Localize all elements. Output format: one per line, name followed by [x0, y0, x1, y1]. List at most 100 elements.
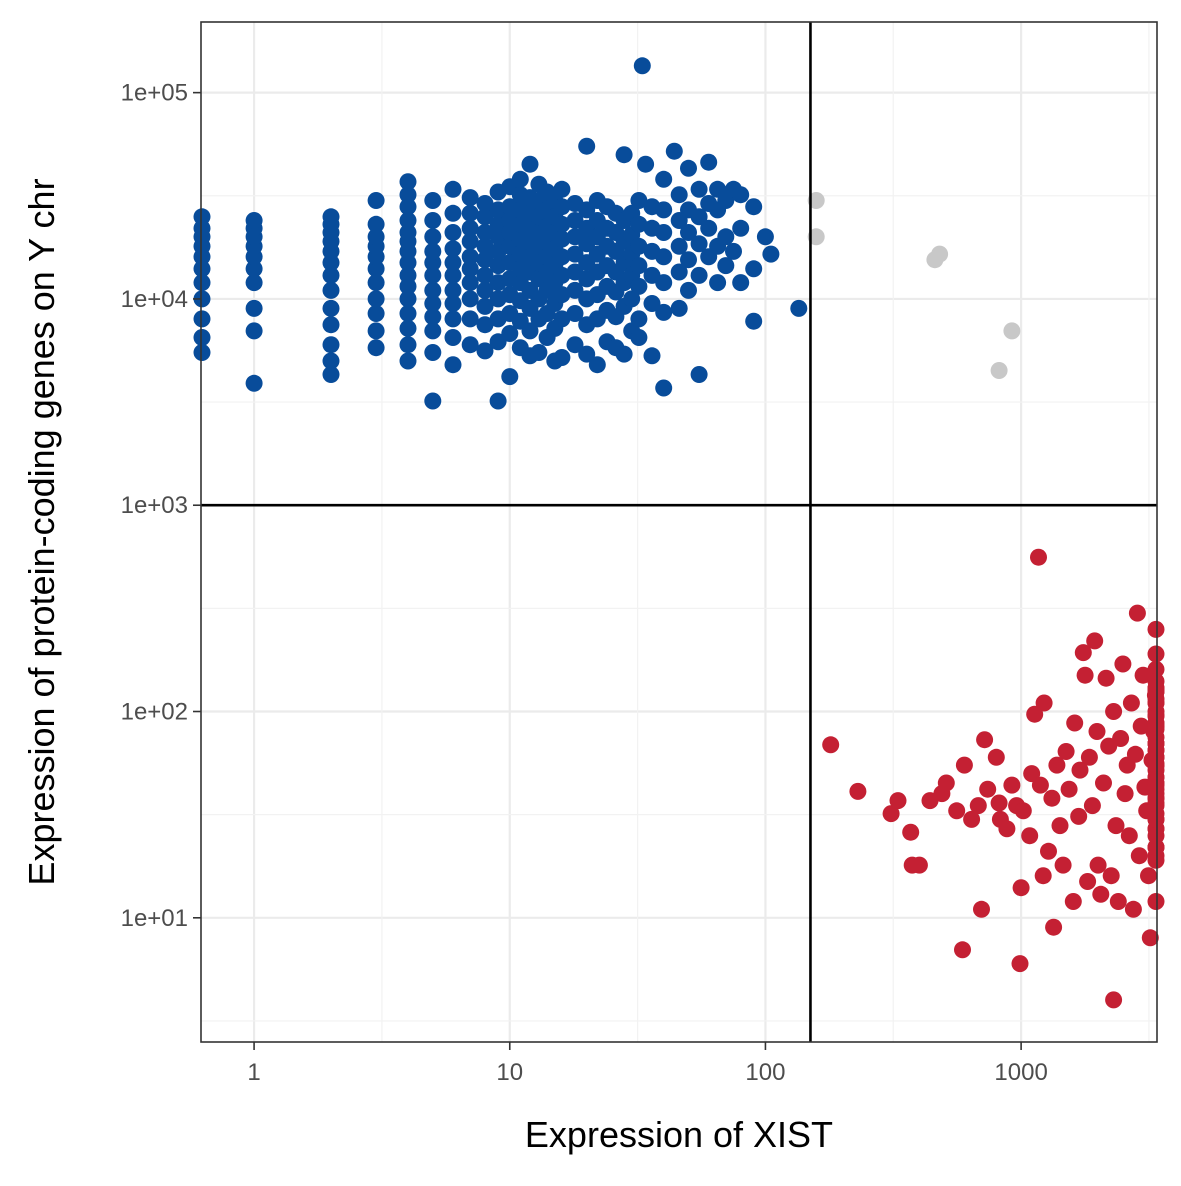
- data-point-male: [566, 281, 584, 299]
- data-point-female: [990, 794, 1008, 812]
- data-point-male: [461, 219, 479, 237]
- data-point-male: [444, 356, 462, 374]
- data-point-male: [424, 192, 442, 209]
- data-point-male: [399, 305, 417, 322]
- data-point-male: [461, 232, 479, 250]
- data-point-female: [948, 802, 966, 820]
- data-point-male: [630, 215, 648, 233]
- data-point-female: [1089, 856, 1107, 874]
- data-point-male: [553, 215, 571, 233]
- y-tick-label: 1e+01: [121, 905, 188, 932]
- data-point-male: [655, 379, 673, 397]
- data-point-female: [998, 820, 1016, 838]
- data-point-male: [193, 260, 211, 278]
- data-point-female: [1088, 723, 1106, 740]
- data-point-ambiguous: [807, 228, 825, 246]
- data-point-male: [444, 240, 462, 258]
- data-point-male: [367, 274, 385, 292]
- x-axis-title: Expression of XIST: [525, 1114, 833, 1155]
- data-point-male: [444, 224, 462, 241]
- data-point-female: [1147, 893, 1165, 910]
- data-point-female: [979, 780, 997, 798]
- data-point-male: [367, 339, 385, 357]
- data-point-male: [444, 329, 462, 346]
- data-point-male: [521, 155, 539, 173]
- data-point-male: [322, 281, 340, 299]
- data-point-ambiguous: [1003, 322, 1021, 340]
- data-point-female: [1079, 873, 1097, 890]
- data-point-male: [367, 290, 385, 308]
- data-point-female: [1130, 847, 1148, 865]
- data-point-male: [588, 356, 606, 374]
- x-tick-label: 1: [247, 1059, 260, 1086]
- data-point-male: [367, 322, 385, 340]
- data-point-female: [1035, 694, 1053, 712]
- data-point-male: [424, 308, 442, 326]
- data-point-male: [476, 281, 494, 299]
- data-point-female: [1120, 827, 1138, 845]
- data-point-female: [1140, 867, 1157, 885]
- data-point-male: [322, 336, 340, 354]
- data-point-female: [882, 805, 900, 823]
- data-point-male: [399, 352, 417, 370]
- data-point-ambiguous: [807, 192, 825, 209]
- data-point-male: [444, 295, 462, 312]
- data-point-female: [1141, 929, 1159, 947]
- data-point-male: [553, 349, 571, 366]
- data-point-male: [444, 266, 462, 284]
- data-point-male: [615, 345, 633, 363]
- data-point-male: [732, 186, 750, 204]
- data-point-female: [955, 756, 973, 774]
- data-point-male: [193, 329, 211, 346]
- data-point-female: [1076, 666, 1094, 684]
- data-point-female: [1092, 885, 1110, 903]
- data-point-male: [399, 336, 417, 354]
- data-point-female: [1134, 666, 1152, 684]
- data-point-male: [553, 310, 571, 328]
- data-point-female: [1147, 774, 1165, 792]
- data-point-male: [476, 237, 494, 255]
- data-point-female: [1147, 755, 1165, 772]
- data-point-male: [745, 312, 763, 330]
- data-point-male: [501, 325, 519, 342]
- data-point-male: [643, 347, 661, 365]
- data-point-female: [954, 941, 971, 959]
- data-point-female: [969, 797, 987, 815]
- data-point-female: [1057, 743, 1075, 760]
- data-point-male: [424, 266, 442, 284]
- data-point-male: [637, 155, 655, 173]
- data-point-female: [1147, 838, 1165, 856]
- plot-panel-border: [200, 21, 1158, 1043]
- data-point-female: [1105, 703, 1123, 720]
- data-point-male: [424, 212, 442, 229]
- data-point-female: [1021, 827, 1039, 845]
- data-point-male: [553, 180, 571, 198]
- data-point-male: [732, 274, 750, 292]
- data-point-male: [690, 208, 708, 226]
- data-point-female: [1147, 735, 1165, 752]
- data-point-male: [615, 146, 633, 164]
- data-point-male: [633, 57, 651, 75]
- data-point-female: [1105, 991, 1123, 1009]
- data-point-male: [399, 290, 417, 308]
- data-point-male: [399, 266, 417, 284]
- data-point-male: [725, 242, 742, 260]
- data-point-male: [193, 290, 211, 308]
- y-axis: 1e+01 1e+02 1e+03 1e+04 1e+05: [121, 80, 201, 932]
- data-point-female: [1003, 776, 1021, 794]
- data-point-male: [501, 368, 519, 386]
- data-point-female: [1080, 748, 1098, 766]
- data-point-female: [1128, 604, 1146, 622]
- data-point-female: [1114, 655, 1132, 673]
- data-point-female: [1030, 548, 1047, 566]
- data-point-male: [424, 242, 442, 260]
- data-point-male: [476, 297, 494, 315]
- data-point-female: [1023, 765, 1041, 783]
- data-point-male: [630, 310, 648, 328]
- data-point-male: [424, 344, 442, 361]
- data-point-male: [690, 366, 708, 383]
- data-point-male: [322, 316, 340, 334]
- data-point-female: [1043, 789, 1061, 807]
- data-point-female: [1126, 745, 1144, 763]
- data-point-male: [655, 303, 673, 321]
